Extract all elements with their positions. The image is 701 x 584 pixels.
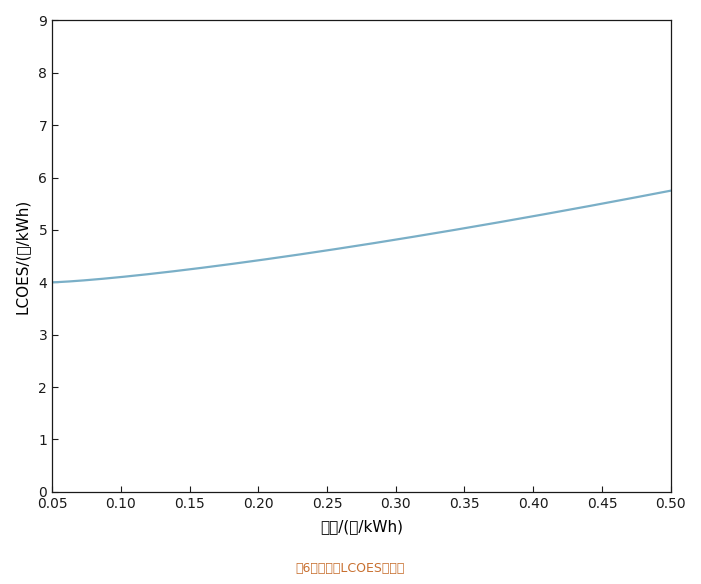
X-axis label: 电价/(元/kWh): 电价/(元/kWh) (320, 519, 403, 534)
Text: 图6｜电价与LCOES的关系: 图6｜电价与LCOES的关系 (296, 562, 405, 575)
Y-axis label: LCOES/(元/kWh): LCOES/(元/kWh) (15, 199, 30, 314)
